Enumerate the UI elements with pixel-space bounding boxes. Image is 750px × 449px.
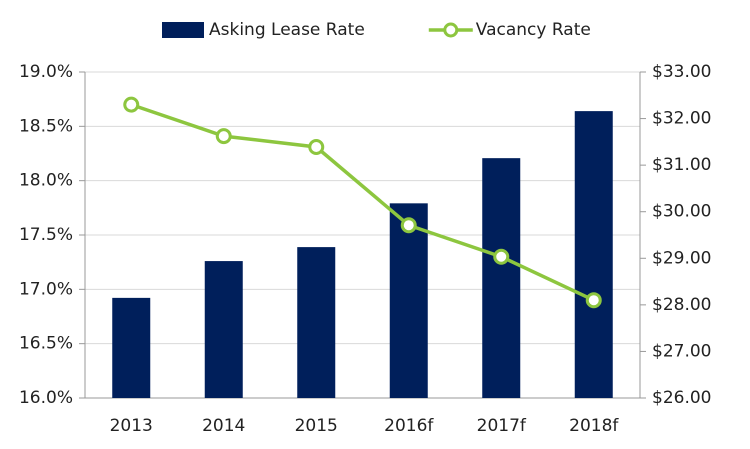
legend-swatch <box>162 22 204 38</box>
y-tick-label: 17.0% <box>19 279 73 299</box>
y-tick-label: 19.0% <box>19 62 73 82</box>
bar <box>574 111 613 399</box>
x-tick-label: 2013 <box>110 416 153 436</box>
x-tick-label: 2014 <box>202 416 245 436</box>
x-tick-label: 2018f <box>569 416 619 436</box>
x-tick-label: 2017f <box>477 416 527 436</box>
y2-tick-label: $30.00 <box>652 202 711 222</box>
line <box>130 102 595 302</box>
line-marker <box>123 96 140 113</box>
y-tick-label: 16.5% <box>19 334 73 354</box>
y2-tick-label: $31.00 <box>652 155 711 175</box>
y2-tick-label: $27.00 <box>652 341 711 361</box>
bar <box>204 261 243 398</box>
bar <box>389 203 428 398</box>
legend-label: Asking Lease Rate <box>209 20 365 40</box>
y2-tick-label: $28.00 <box>652 295 711 315</box>
y2-tick-label: $33.00 <box>652 62 711 82</box>
legend-swatch-marker <box>443 22 459 38</box>
line-marker <box>308 138 325 155</box>
y-tick-label: 18.5% <box>19 116 73 136</box>
y-tick-label: 18.0% <box>19 171 73 191</box>
y-tick-label: 17.5% <box>19 225 73 245</box>
line-marker <box>400 217 417 234</box>
line-marker <box>493 248 510 265</box>
y2-tick-label: $26.00 <box>652 388 711 408</box>
x-tick-label: 2016f <box>384 416 434 436</box>
legend-label: Vacancy Rate <box>476 20 591 40</box>
y2-tick-label: $32.00 <box>652 109 711 129</box>
y2-tick-label: $29.00 <box>652 248 711 268</box>
bar <box>297 247 336 398</box>
line-marker <box>215 128 232 145</box>
x-tick-label: 2015 <box>295 416 338 436</box>
bar <box>112 297 151 398</box>
bar <box>482 158 521 398</box>
line-marker <box>585 292 602 309</box>
y-tick-label: 16.0% <box>19 388 73 408</box>
